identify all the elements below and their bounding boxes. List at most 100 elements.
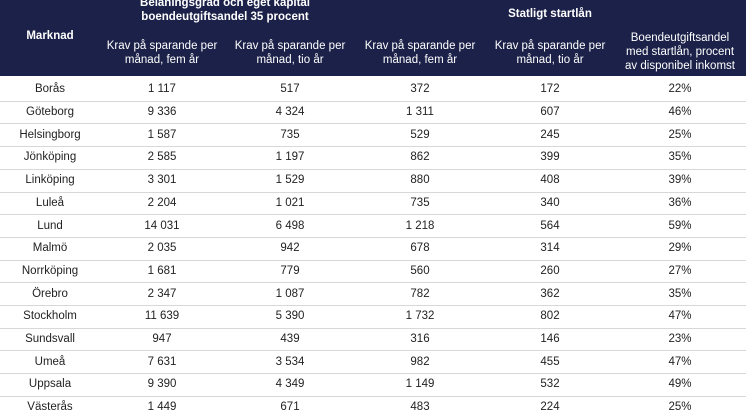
cell-value: 316 [410, 333, 430, 346]
column-header: månad, tio år [256, 54, 324, 66]
cell-value: 49% [668, 378, 692, 391]
cell-value: 560 [410, 265, 430, 277]
cell-value: 1 449 [147, 401, 177, 414]
row-divider [0, 282, 746, 284]
cell-value: 4 349 [275, 378, 305, 391]
market-name: Örebro [32, 287, 68, 300]
column-header: Krav på sparande per [494, 40, 606, 52]
cell-value: 2 204 [147, 196, 177, 209]
cell-value: 47% [668, 355, 692, 368]
cell-value: 678 [410, 242, 430, 255]
row-divider [0, 305, 746, 306]
cell-value: 39% [668, 174, 692, 187]
row-divider [0, 236, 746, 238]
market-name: Sundsvall [25, 333, 75, 346]
cell-value: 399 [540, 151, 560, 164]
row-divider [0, 327, 746, 329]
row-divider [0, 123, 746, 125]
table-header: Marknad Belåningsgrad och eget kapital b… [0, 0, 746, 76]
market-header: Marknad [26, 30, 74, 42]
market-name: Lund [37, 219, 63, 232]
row-divider [0, 395, 746, 397]
cell-value: 735 [410, 196, 430, 209]
group-header: Belåningsgrad och eget kapital [140, 0, 310, 9]
cell-value: 862 [410, 151, 430, 164]
cell-value: 1 681 [147, 265, 177, 277]
cell-value: 880 [410, 174, 430, 187]
cell-value: 14 031 [144, 219, 180, 232]
cell-value: 36% [668, 196, 692, 209]
cell-value: 11 639 [144, 310, 180, 323]
market-name: Luleå [35, 196, 65, 209]
column-header: Krav på sparande per [106, 40, 218, 52]
cell-value: 1 117 [148, 83, 176, 96]
cell-value: 671 [280, 401, 300, 414]
cell-value: 483 [410, 401, 430, 414]
market-name: Västerås [27, 401, 73, 414]
market-name: Linköping [25, 174, 75, 187]
row-divider [0, 191, 746, 193]
column-header: med startlån, procent [625, 46, 735, 58]
market-name: Borås [34, 83, 66, 96]
cell-value: 6 498 [275, 219, 305, 232]
cell-value: 260 [540, 265, 560, 277]
column-header: månad, fem år [382, 54, 458, 66]
column-header: av disponibel inkomst [625, 60, 735, 72]
cell-value: 2 347 [147, 287, 177, 300]
market-name: Stockholm [23, 310, 77, 323]
cell-value: 2 585 [147, 151, 177, 164]
cell-value: 35% [668, 151, 692, 164]
cell-value: 4 324 [275, 106, 305, 118]
row-divider [0, 168, 746, 170]
cell-value: 942 [280, 242, 300, 255]
row-divider [0, 100, 746, 102]
cell-value: 340 [540, 196, 560, 209]
market-name: Jönköping [23, 151, 77, 164]
cell-value: 455 [540, 355, 560, 368]
cell-value: 532 [540, 378, 560, 391]
cell-value: 529 [410, 128, 430, 141]
cell-value: 46% [668, 106, 692, 118]
row-divider [0, 373, 746, 375]
column-header: Krav på sparande per [364, 40, 476, 52]
cell-value: 779 [280, 265, 300, 277]
cell-value: 7 631 [147, 355, 177, 368]
cell-value: 172 [540, 83, 560, 96]
market-name: Helsingborg [19, 128, 81, 141]
cell-value: 35% [668, 287, 692, 300]
cell-value: 362 [540, 287, 560, 300]
market-name: Göteborg [26, 106, 74, 118]
column-header: månad, fem år [124, 54, 200, 66]
cell-value: 408 [540, 174, 560, 187]
cell-value: 25% [668, 128, 692, 141]
market-name: Umeå [34, 355, 66, 368]
cell-value: 224 [540, 401, 560, 414]
cell-value: 1 732 [405, 310, 435, 323]
cell-value: 802 [540, 310, 560, 323]
cell-value: 439 [280, 333, 300, 346]
market-name: Malmö [32, 242, 68, 255]
cell-value: 1 087 [275, 287, 305, 300]
cell-value: 607 [540, 106, 560, 118]
cell-value: 1 149 [405, 378, 435, 391]
cell-value: 2 035 [147, 242, 177, 255]
cell-value: 27% [668, 265, 692, 277]
cell-value: 9 336 [147, 106, 177, 118]
row-divider [0, 214, 746, 216]
cell-value: 47% [668, 310, 692, 323]
cell-value: 1 311 [406, 106, 434, 118]
row-divider [0, 350, 746, 352]
group-header: boendeutgiftsandel 35 procent [141, 11, 309, 23]
cell-value: 314 [540, 242, 560, 255]
cell-value: 59% [668, 219, 692, 232]
cell-value: 22% [668, 83, 692, 96]
cell-value: 5 390 [275, 310, 305, 323]
cell-value: 25% [668, 401, 692, 414]
cell-value: 1 529 [275, 174, 305, 187]
cell-value: 782 [410, 287, 430, 300]
row-divider [0, 259, 746, 261]
market-name: Uppsala [28, 378, 72, 391]
column-header: månad, tio år [516, 54, 584, 66]
row-divider [0, 146, 746, 148]
cell-value: 3 534 [275, 355, 305, 368]
